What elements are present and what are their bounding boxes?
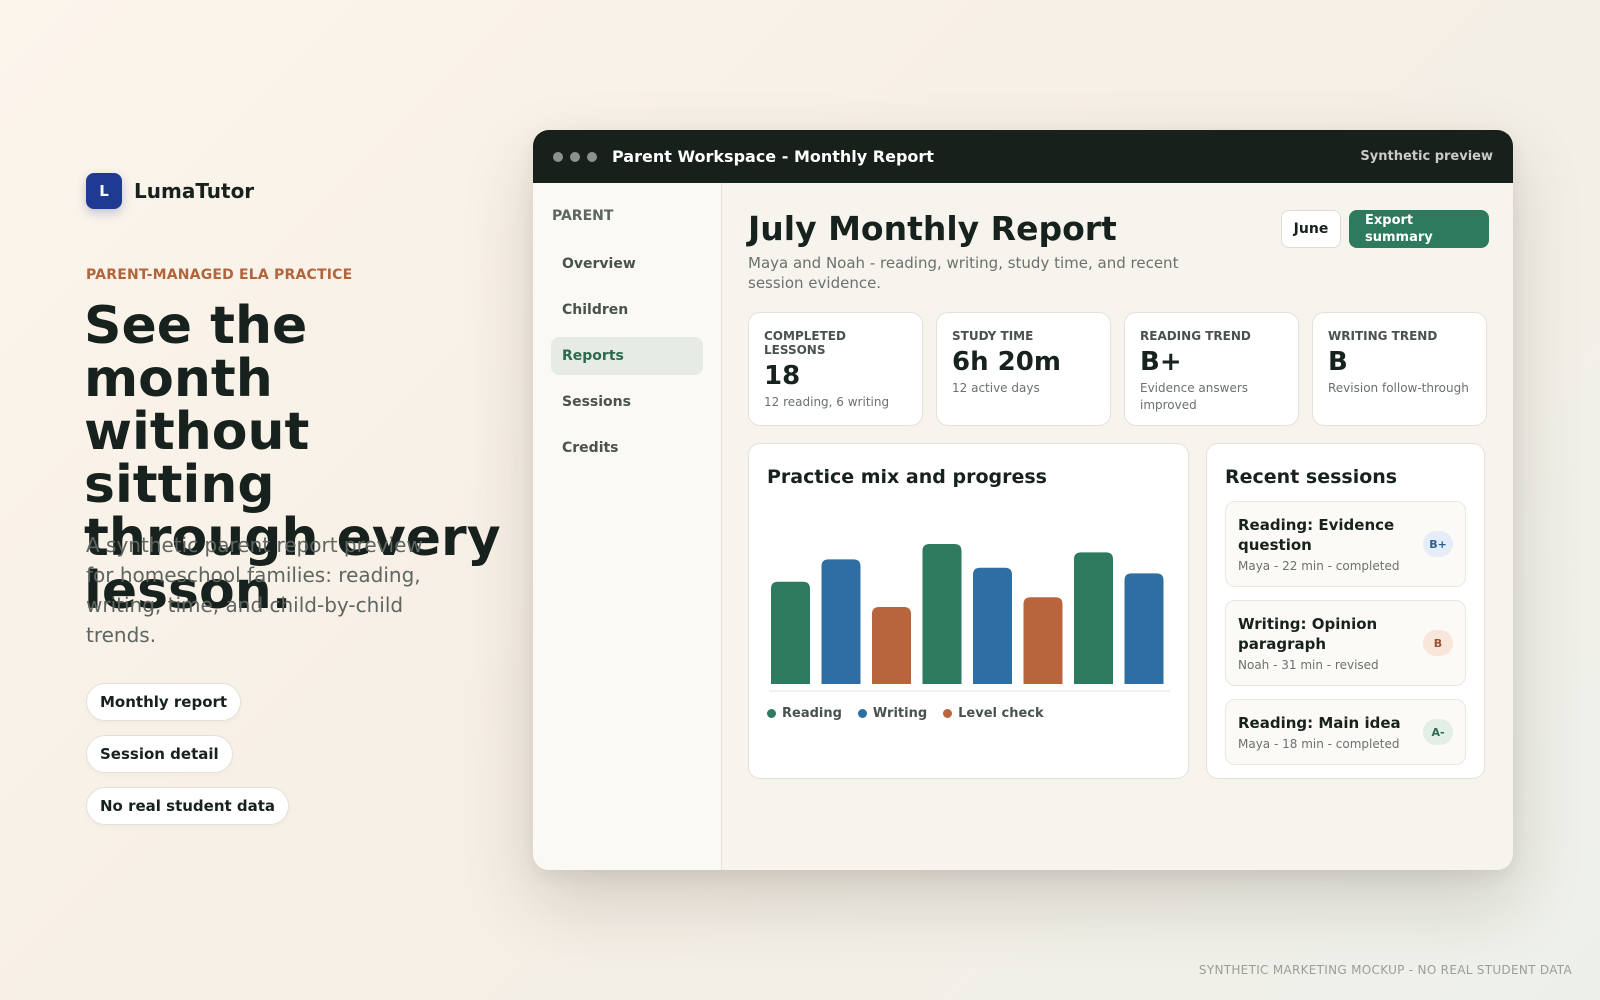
grade-badge: B bbox=[1423, 630, 1453, 656]
hero-title: See the month without sitting through ev… bbox=[84, 296, 501, 621]
kpi-label: READING TREND bbox=[1140, 329, 1251, 343]
chart-bar-reading bbox=[922, 544, 962, 684]
legend-label: Reading bbox=[782, 706, 842, 721]
practice-chart-card: Practice mix and progress Reading Writin… bbox=[748, 443, 1189, 779]
window-titlebar: Parent Workspace - Monthly Report Synthe… bbox=[533, 130, 1513, 183]
brand-name: LumaTutor bbox=[134, 179, 255, 203]
hero-eyebrow: PARENT-MANAGED ELA PRACTICE bbox=[86, 267, 353, 283]
chart-bar-writing bbox=[973, 567, 1012, 684]
session-item[interactable]: Reading: Main idea Maya - 18 min - compl… bbox=[1225, 699, 1466, 765]
sidebar-item-credits[interactable]: Credits bbox=[562, 440, 619, 456]
legend-dot-icon bbox=[857, 709, 867, 718]
legend-dot-icon bbox=[767, 709, 776, 718]
session-title: Reading: Evidence question bbox=[1238, 516, 1395, 554]
session-title: Reading: Main idea bbox=[1238, 714, 1401, 732]
window-badge: Synthetic preview bbox=[1360, 149, 1493, 164]
kpi-note: 12 reading, 6 writing bbox=[764, 395, 890, 409]
chart-bar-level-check bbox=[872, 607, 911, 684]
session-meta: Maya - 18 min - completed bbox=[1238, 737, 1400, 751]
sidebar-heading: PARENT bbox=[552, 208, 614, 224]
window-dot-icon[interactable] bbox=[570, 151, 580, 162]
kpi-value: B+ bbox=[1140, 347, 1182, 377]
sidebar-item-children[interactable]: Children bbox=[562, 302, 629, 318]
kpi-value: 6h 20m bbox=[952, 347, 1061, 377]
kpi-row: COMPLETED LESSONS 18 12 reading, 6 writi… bbox=[748, 312, 1487, 426]
kpi-card: COMPLETED LESSONS 18 12 reading, 6 writi… bbox=[748, 312, 923, 426]
chart-bar-reading bbox=[1074, 552, 1113, 684]
pill-session-detail[interactable]: Session detail bbox=[86, 735, 233, 773]
legend-dot-icon bbox=[943, 709, 953, 718]
legend-item-reading: Reading bbox=[767, 706, 842, 721]
session-item[interactable]: Reading: Evidence question Maya - 22 min… bbox=[1225, 501, 1466, 587]
kpi-note: 12 active days bbox=[952, 381, 1040, 395]
legend-item-writing: Writing bbox=[857, 706, 928, 721]
month-button[interactable]: June bbox=[1281, 210, 1341, 248]
chart-bar-writing bbox=[821, 559, 861, 684]
kpi-card: READING TREND B+ Evidence answers improv… bbox=[1124, 312, 1299, 426]
app-window: Parent Workspace - Monthly Report Synthe… bbox=[533, 130, 1513, 870]
footer-note: SYNTHETIC MARKETING MOCKUP - NO REAL STU… bbox=[1198, 963, 1572, 977]
chart-bar-writing bbox=[1124, 573, 1164, 684]
brand[interactable]: L LumaTutor bbox=[86, 173, 254, 209]
session-title: Writing: Opinion paragraph bbox=[1238, 615, 1378, 653]
sessions-title: Recent sessions bbox=[1225, 466, 1398, 488]
chart-title: Practice mix and progress bbox=[767, 466, 1047, 488]
pill-monthly-report[interactable]: Monthly report bbox=[86, 683, 242, 721]
session-meta: Noah - 31 min - revised bbox=[1238, 658, 1379, 672]
kpi-label: COMPLETED LESSONS bbox=[764, 329, 846, 357]
kpi-card: STUDY TIME 6h 20m 12 active days bbox=[936, 312, 1111, 426]
kpi-note: Revision follow-through bbox=[1328, 381, 1469, 395]
sidebar-item-reports[interactable]: Reports bbox=[551, 337, 703, 375]
legend-label: Writing bbox=[872, 706, 928, 721]
pill-no-real-data[interactable]: No real student data bbox=[86, 787, 290, 825]
export-summary-button[interactable]: Export summary bbox=[1349, 210, 1489, 248]
page-subtitle: Maya and Noah - reading, writing, study … bbox=[748, 254, 1179, 292]
grade-badge: A- bbox=[1423, 719, 1453, 745]
main-content: July Monthly Report Maya and Noah - read… bbox=[722, 183, 1513, 870]
grade-badge: B+ bbox=[1423, 531, 1453, 557]
page-title: July Monthly Report bbox=[748, 209, 1117, 248]
kpi-label: STUDY TIME bbox=[952, 329, 1034, 343]
session-item[interactable]: Writing: Opinion paragraph Noah - 31 min… bbox=[1225, 600, 1466, 686]
kpi-label: WRITING TREND bbox=[1328, 329, 1438, 343]
session-meta: Maya - 22 min - completed bbox=[1238, 559, 1400, 573]
kpi-card: WRITING TREND B Revision follow-through bbox=[1312, 312, 1487, 426]
sidebar: PARENT Overview Children Reports Session… bbox=[533, 183, 722, 870]
legend-label: Level check bbox=[958, 706, 1044, 721]
kpi-value: B bbox=[1328, 347, 1348, 377]
chart-bar-reading bbox=[771, 581, 810, 684]
window-title: Parent Workspace - Monthly Report bbox=[612, 147, 934, 166]
brand-logo: L bbox=[86, 173, 122, 209]
legend-item-level-check: Level check bbox=[943, 706, 1044, 721]
kpi-note: Evidence answers improved bbox=[1140, 381, 1249, 412]
hero-subtitle: A synthetic parent report preview for ho… bbox=[86, 533, 423, 647]
kpi-value: 18 bbox=[764, 361, 801, 391]
chart-legend: Reading Writing Level check bbox=[767, 706, 1044, 721]
sidebar-item-overview[interactable]: Overview bbox=[562, 256, 636, 272]
recent-sessions-card: Recent sessions Reading: Evidence questi… bbox=[1206, 443, 1485, 779]
practice-chart bbox=[769, 544, 1170, 692]
window-dot-icon[interactable] bbox=[587, 151, 597, 162]
sidebar-item-sessions[interactable]: Sessions bbox=[562, 394, 631, 410]
chart-bar-level-check bbox=[1023, 597, 1063, 684]
window-dot-icon[interactable] bbox=[553, 151, 563, 162]
